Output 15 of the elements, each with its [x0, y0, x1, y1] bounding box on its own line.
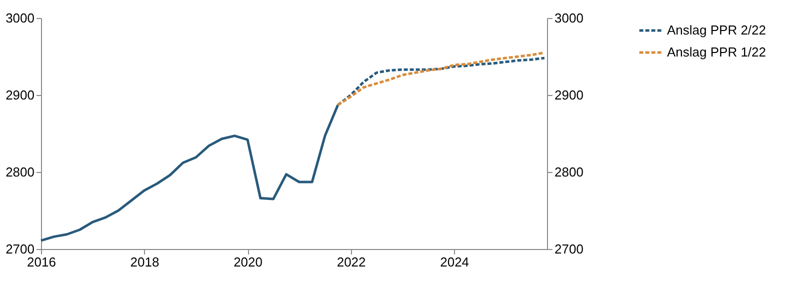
y-tick-label: 2700 — [6, 242, 34, 256]
x-tick-label: 2022 — [336, 254, 366, 270]
y2-tick-label: 2900 — [554, 88, 584, 102]
x-tick-label: 2020 — [234, 254, 262, 270]
legend-label: Anslag PPR 2/22 — [667, 22, 766, 38]
y-tick-label: 3000 — [6, 10, 34, 26]
legend-label: Anslag PPR 1/22 — [667, 44, 766, 60]
y2-tick-label: 2700 — [554, 242, 584, 256]
x-tick-label: 2018 — [130, 254, 160, 270]
x-tick-label: 2016 — [27, 254, 56, 270]
x-tick-label: 2024 — [440, 254, 470, 270]
y2-tick-label: 2800 — [554, 164, 584, 180]
y-tick-label: 2800 — [6, 164, 34, 180]
y2-tick-label: 3000 — [554, 10, 584, 26]
y-tick-label: 2900 — [6, 88, 34, 102]
